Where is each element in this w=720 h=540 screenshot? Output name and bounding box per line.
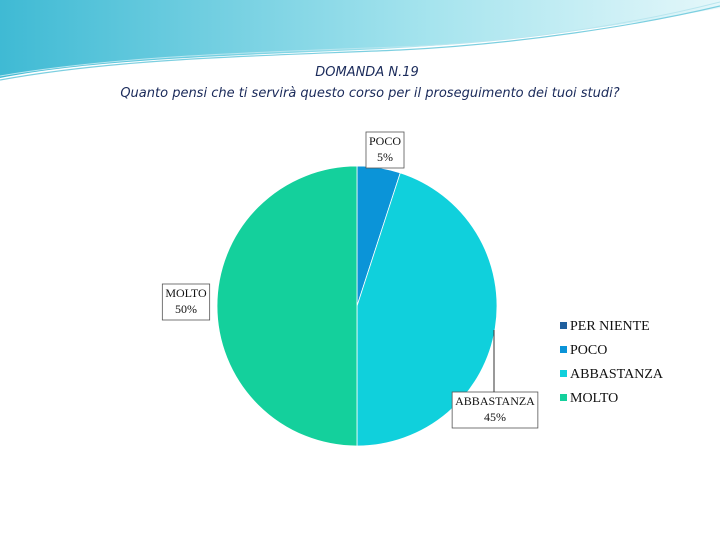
legend: PER NIENTE POCO ABBASTANZA MOLTO (560, 319, 664, 406)
wave-line (0, 5, 720, 81)
legend-swatch (560, 322, 567, 329)
label-category: POCO (369, 134, 401, 148)
pie-slice (216, 165, 358, 447)
label-category: ABBASTANZA (455, 394, 535, 408)
label-box (451, 391, 539, 429)
legend-swatch (560, 346, 567, 353)
legend-swatch (560, 370, 567, 377)
data-label: MOLTO 50% (161, 283, 211, 321)
chart-title: DOMANDA N.19 (315, 65, 419, 80)
legend-label: MOLTO (570, 391, 618, 406)
label-value: 45% (484, 410, 506, 424)
data-label: ABBASTANZA 45% (451, 391, 539, 429)
legend-swatch (560, 394, 567, 401)
label-box (161, 283, 211, 321)
wave-line (0, 1, 720, 77)
data-labels: POCO 5% ABBASTANZA 45% MOLTO 50% (161, 131, 539, 429)
legend-label: ABBASTANZA (570, 367, 664, 382)
pie (216, 165, 498, 447)
legend-label: PER NIENTE (570, 319, 650, 334)
data-label: POCO 5% (365, 131, 405, 169)
label-category: MOLTO (165, 286, 207, 300)
pie-slice (356, 172, 498, 447)
label-box (365, 131, 405, 169)
label-value: 50% (175, 302, 197, 316)
header-wave (0, 0, 720, 78)
label-value: 5% (377, 150, 393, 164)
legend-label: POCO (570, 343, 607, 358)
chart-subtitle: Quanto pensi che ti servirà questo corso… (120, 86, 619, 101)
